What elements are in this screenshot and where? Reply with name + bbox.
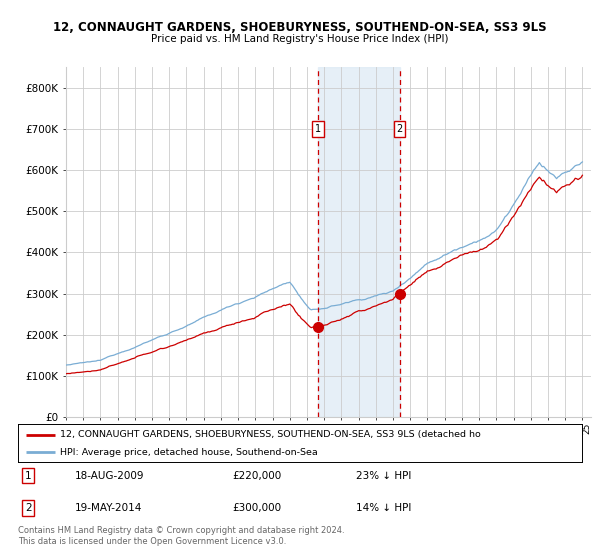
Text: 1: 1 <box>315 124 321 134</box>
Text: Contains HM Land Registry data © Crown copyright and database right 2024.
This d: Contains HM Land Registry data © Crown c… <box>18 526 344 546</box>
Text: 23% ↓ HPI: 23% ↓ HPI <box>356 470 412 480</box>
Text: 2: 2 <box>25 502 31 512</box>
Text: Price paid vs. HM Land Registry's House Price Index (HPI): Price paid vs. HM Land Registry's House … <box>151 34 449 44</box>
Text: 14% ↓ HPI: 14% ↓ HPI <box>356 502 412 512</box>
Text: 12, CONNAUGHT GARDENS, SHOEBURYNESS, SOUTHEND-ON-SEA, SS3 9LS (detached ho: 12, CONNAUGHT GARDENS, SHOEBURYNESS, SOU… <box>60 430 481 439</box>
Text: £220,000: £220,000 <box>232 470 281 480</box>
Text: 19-MAY-2014: 19-MAY-2014 <box>74 502 142 512</box>
Text: 18-AUG-2009: 18-AUG-2009 <box>74 470 144 480</box>
Bar <box>318 67 400 417</box>
Text: £300,000: £300,000 <box>232 502 281 512</box>
Text: 2: 2 <box>397 124 403 134</box>
Text: HPI: Average price, detached house, Southend-on-Sea: HPI: Average price, detached house, Sout… <box>60 448 318 457</box>
Text: 12, CONNAUGHT GARDENS, SHOEBURYNESS, SOUTHEND-ON-SEA, SS3 9LS: 12, CONNAUGHT GARDENS, SHOEBURYNESS, SOU… <box>53 21 547 34</box>
Text: 1: 1 <box>25 470 31 480</box>
